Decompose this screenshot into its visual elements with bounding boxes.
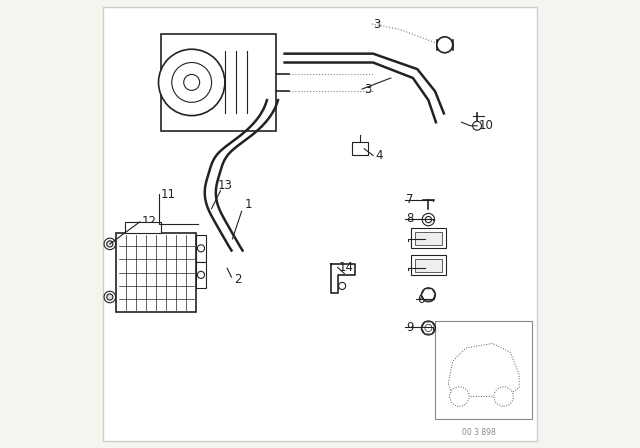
Text: 00 3 898: 00 3 898 bbox=[461, 427, 495, 436]
Text: 7: 7 bbox=[406, 193, 414, 206]
Text: 9: 9 bbox=[406, 321, 414, 334]
Bar bbox=[116, 233, 196, 313]
Bar bbox=[411, 255, 446, 275]
Text: 3: 3 bbox=[364, 82, 372, 95]
Circle shape bbox=[494, 387, 513, 406]
Text: 13: 13 bbox=[218, 179, 232, 192]
Bar bbox=[196, 262, 206, 288]
Bar bbox=[196, 235, 206, 262]
Text: 5: 5 bbox=[426, 232, 433, 245]
Text: 3: 3 bbox=[373, 17, 380, 30]
Circle shape bbox=[198, 245, 205, 252]
Text: 6: 6 bbox=[417, 293, 425, 306]
Circle shape bbox=[425, 324, 432, 332]
Text: 1: 1 bbox=[244, 198, 252, 211]
Circle shape bbox=[426, 216, 431, 223]
Circle shape bbox=[184, 74, 200, 90]
Circle shape bbox=[107, 241, 113, 247]
Text: 12: 12 bbox=[141, 215, 156, 228]
Circle shape bbox=[104, 291, 116, 303]
Text: 14: 14 bbox=[339, 261, 354, 274]
Circle shape bbox=[421, 321, 435, 335]
Bar bbox=[435, 321, 532, 419]
Text: 2: 2 bbox=[234, 273, 241, 286]
Circle shape bbox=[107, 294, 113, 300]
Text: 10: 10 bbox=[478, 119, 493, 132]
Bar bbox=[415, 232, 442, 245]
Circle shape bbox=[422, 213, 435, 226]
Circle shape bbox=[159, 49, 225, 116]
Text: 5: 5 bbox=[426, 262, 433, 275]
Circle shape bbox=[339, 282, 346, 289]
Circle shape bbox=[450, 387, 469, 406]
Text: 8: 8 bbox=[406, 212, 413, 225]
Circle shape bbox=[421, 288, 435, 302]
Bar bbox=[415, 258, 442, 272]
Bar bbox=[411, 228, 446, 248]
Circle shape bbox=[437, 37, 452, 53]
Circle shape bbox=[172, 63, 212, 102]
Text: 11: 11 bbox=[161, 188, 176, 201]
Circle shape bbox=[198, 271, 205, 278]
Bar bbox=[161, 34, 276, 131]
Bar bbox=[125, 222, 161, 233]
Bar bbox=[352, 142, 368, 155]
Circle shape bbox=[104, 238, 116, 250]
Circle shape bbox=[473, 121, 481, 130]
Text: 4: 4 bbox=[375, 149, 383, 162]
